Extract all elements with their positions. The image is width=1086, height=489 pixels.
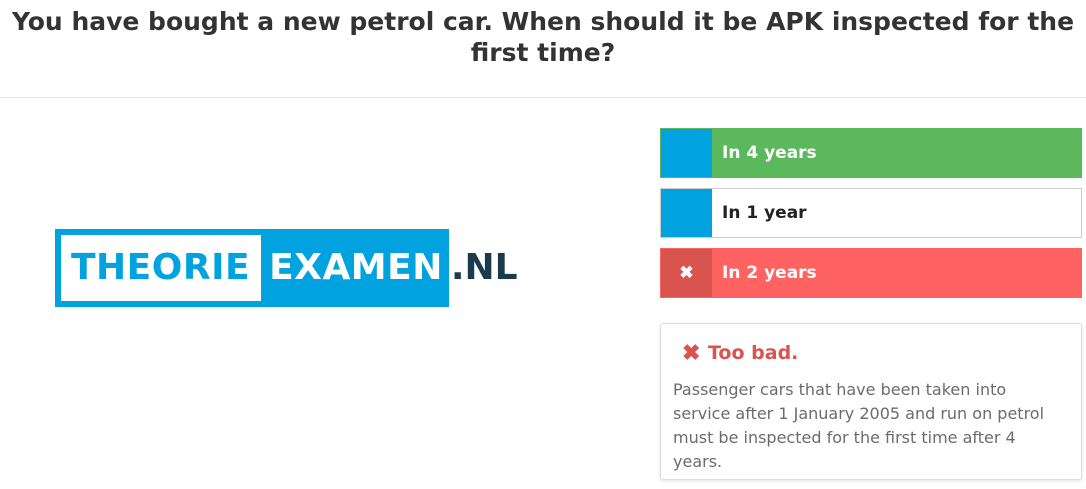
- wrong-cross-icon: ✖: [679, 263, 694, 282]
- feedback-panel: ✖ Too bad. Passenger cars that have been…: [660, 323, 1082, 480]
- answer-option-3[interactable]: ✖ In 2 years: [660, 248, 1082, 298]
- logo-part-examen: EXAMEN: [269, 247, 443, 288]
- logo-box: THEORIE EXAMEN: [55, 229, 449, 307]
- cross-icon: ✖: [682, 340, 701, 365]
- question-text: You have bought a new petrol car. When s…: [11, 7, 1075, 67]
- question-header: You have bought a new petrol car. When s…: [0, 0, 1086, 98]
- answer-list: In 4 years In 1 year ✖ In 2 years: [660, 128, 1082, 308]
- feedback-header: ✖ Too bad.: [673, 338, 1071, 368]
- answer-option-1[interactable]: In 4 years: [660, 128, 1082, 178]
- answer-option-2[interactable]: In 1 year: [660, 188, 1082, 238]
- feedback-title: Too bad.: [708, 342, 799, 364]
- logo-part-nl: .NL: [450, 247, 518, 288]
- theorie-examen-logo: THEORIE EXAMEN .NL: [55, 229, 518, 307]
- answer-marker: [661, 129, 712, 177]
- answer-marker: ✖: [661, 249, 712, 297]
- answer-label: In 4 years: [712, 129, 1081, 177]
- answer-label: In 1 year: [712, 189, 1081, 237]
- feedback-explanation: Passenger cars that have been taken into…: [673, 380, 1045, 471]
- logo-part-theorie: THEORIE: [61, 235, 262, 301]
- answer-label: In 2 years: [712, 249, 1081, 297]
- answer-marker: [661, 189, 712, 237]
